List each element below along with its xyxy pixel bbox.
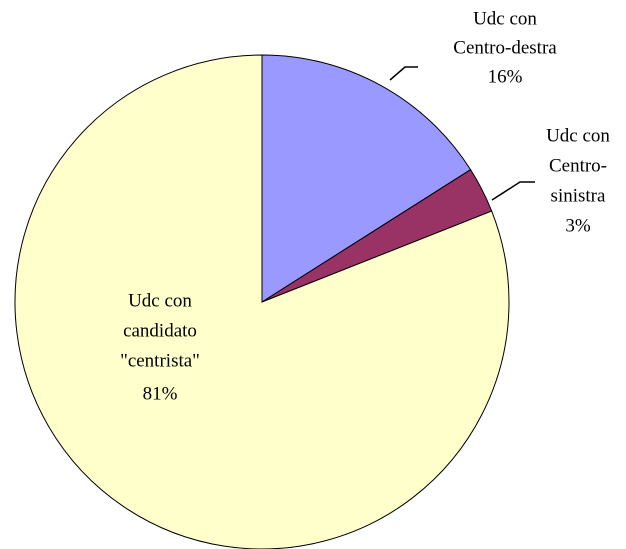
slice-label: candidato bbox=[123, 320, 197, 341]
slice-label: "centrista" bbox=[120, 350, 200, 371]
pie-slice bbox=[261, 54, 472, 303]
slice-label: sinistra bbox=[551, 185, 606, 206]
slice-label: Centro-destra bbox=[453, 37, 557, 58]
value-label: 3% bbox=[565, 215, 591, 236]
pie-slice bbox=[14, 54, 510, 549]
slice-label: Udc con bbox=[128, 290, 192, 311]
leader-line bbox=[491, 181, 535, 201]
value-label: 81% bbox=[143, 383, 178, 404]
slice-label: Udc con bbox=[473, 8, 537, 29]
value-label: 16% bbox=[488, 66, 523, 87]
leader-line bbox=[389, 66, 418, 81]
slice-label: Centro- bbox=[549, 155, 607, 176]
slice-label: Udc con bbox=[546, 125, 610, 146]
